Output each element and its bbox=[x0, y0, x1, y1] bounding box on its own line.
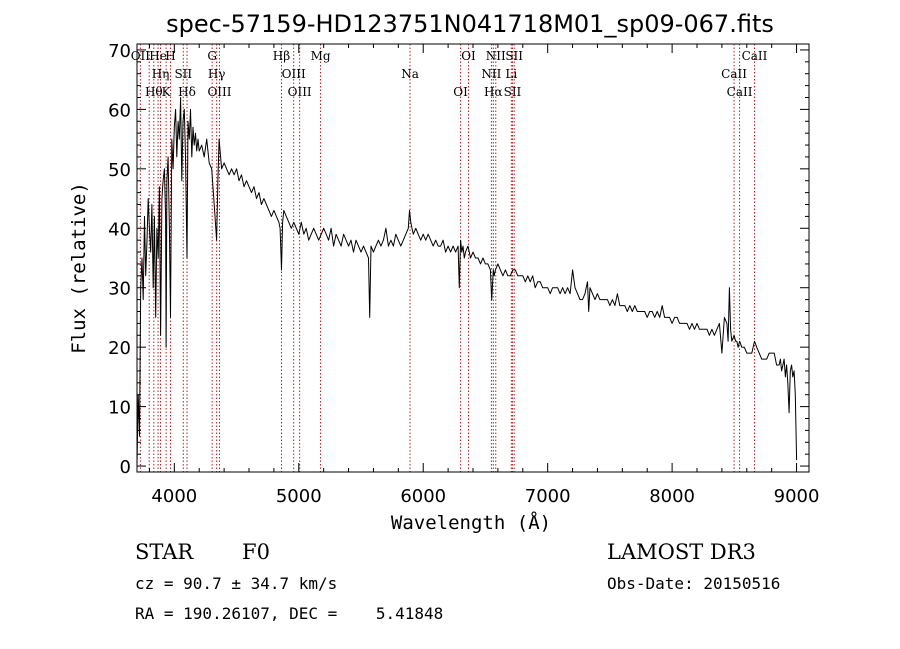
y-tick-label: 40 bbox=[108, 219, 131, 240]
spectral-line-label: Hα bbox=[484, 85, 503, 99]
spectral-line-label: SII bbox=[504, 85, 522, 99]
axis-ticks: 4000 5000 6000 7000 8000 9000 0 10 20 30 40 50 60 70 bbox=[108, 41, 819, 507]
y-tick-label: 30 bbox=[108, 279, 131, 300]
spectral-line-label: Mg bbox=[311, 49, 331, 63]
spectral-line-label: H bbox=[165, 49, 175, 63]
subclass: F0 bbox=[242, 540, 270, 564]
x-tick-label: 5000 bbox=[276, 486, 322, 507]
spectral-line-label: Hβ bbox=[273, 49, 290, 63]
y-tick-label: 0 bbox=[120, 457, 131, 478]
x-tick-label: 8000 bbox=[649, 486, 695, 507]
ra-dec: RA = 190.26107, DEC = 5.41848 bbox=[135, 604, 443, 623]
y-axis-label: Flux (relative) bbox=[68, 182, 90, 354]
spectral-line-label: Hδ bbox=[178, 85, 196, 99]
spectral-line-labels: OII Hθ He Hη K H SII Hδ G Hγ OIII Hβ OIII OIII Mg Na OI O… bbox=[131, 49, 768, 99]
chart-title: spec-57159-HD123751N041718M01_sp09-067.f… bbox=[166, 10, 774, 38]
x-tick-label: 4000 bbox=[151, 486, 197, 507]
spectral-line-label: Hθ bbox=[145, 85, 163, 99]
spectral-line-label: K bbox=[162, 85, 172, 99]
obs-date: Obs-Date: 20150516 bbox=[607, 574, 780, 593]
plot-frame bbox=[136, 43, 810, 473]
spectral-line-label: OIII bbox=[207, 85, 231, 99]
x-tick-label: 9000 bbox=[774, 486, 820, 507]
spectral-line-label: OI bbox=[453, 85, 468, 99]
x-tick-label: 6000 bbox=[400, 486, 446, 507]
spectral-line-label: CaII bbox=[721, 67, 747, 81]
spectral-line-label: CaII bbox=[727, 85, 753, 99]
survey-name: LAMOST DR3 bbox=[607, 540, 756, 564]
spectral-line-label: CaII bbox=[742, 49, 768, 63]
spectral-line-label: NII bbox=[481, 67, 501, 81]
spectral-line-label: Hγ bbox=[208, 67, 226, 81]
spectrum-line bbox=[136, 97, 798, 467]
spectral-line-label: NII bbox=[486, 49, 506, 63]
spectral-line-label: OII bbox=[131, 49, 151, 63]
spectral-line-label: Na bbox=[401, 67, 419, 81]
y-tick-label: 20 bbox=[108, 338, 131, 359]
spectral-line-label: SII bbox=[505, 49, 523, 63]
spectral-line-label: Hη bbox=[152, 67, 170, 81]
spectral-line-label: G bbox=[207, 49, 217, 63]
y-tick-label: 60 bbox=[108, 100, 131, 121]
y-tick-label: 50 bbox=[108, 160, 131, 181]
spectral-line-label: OIII bbox=[288, 85, 312, 99]
object-type: STAR bbox=[135, 540, 194, 564]
spectral-line-label: Li bbox=[505, 67, 517, 81]
x-axis-label: Wavelength (Å) bbox=[391, 511, 551, 534]
spectral-line-label: OIII bbox=[282, 67, 306, 81]
x-tick-label: 7000 bbox=[525, 486, 571, 507]
y-tick-label: 10 bbox=[108, 398, 131, 419]
spectral-line-label: He bbox=[149, 49, 167, 63]
spectral-line-label: SII bbox=[174, 67, 192, 81]
spectrum-layer bbox=[136, 97, 798, 467]
y-tick-label: 70 bbox=[108, 41, 131, 62]
spectral-line-label: OI bbox=[461, 49, 476, 63]
redshift-cz: cz = 90.7 ± 34.7 km/s bbox=[135, 574, 337, 593]
spectral-lines-layer bbox=[139, 44, 755, 472]
